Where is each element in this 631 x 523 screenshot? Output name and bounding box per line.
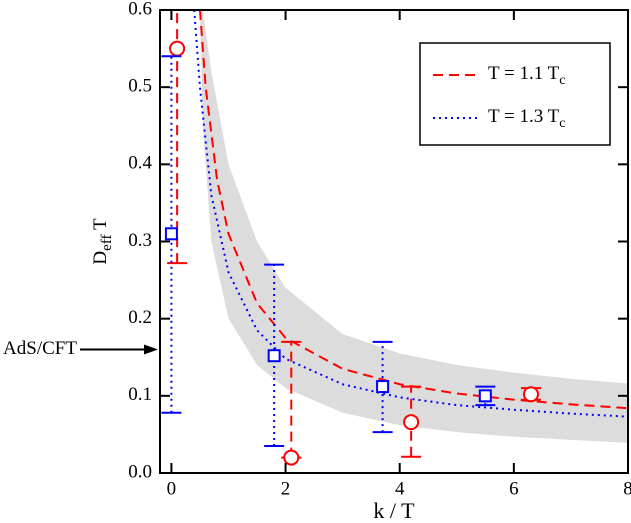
legend-label: T = 1.1 Tc (488, 63, 565, 88)
annotation: AdS/CFT (3, 338, 77, 359)
x-tick-label: 0 (167, 478, 177, 499)
y-axis-label: Deff T (90, 218, 115, 265)
x-axis-label: k / T (373, 498, 415, 523)
x-tick-label: 6 (509, 478, 519, 499)
marker (403, 414, 420, 431)
marker (267, 349, 281, 363)
band (199, 10, 628, 443)
y-tick-label: 0.3 (128, 230, 152, 251)
marker (283, 449, 300, 466)
marker (522, 386, 539, 403)
legend-name: T = 1.1 T (488, 63, 560, 84)
legend-box (419, 42, 611, 146)
y-tick-label: 0.1 (128, 384, 152, 405)
y-tick-label: 0.4 (128, 153, 152, 174)
y-tick-label: 0.0 (128, 461, 152, 482)
marker (478, 389, 492, 403)
error-bar (475, 385, 496, 407)
y-label-sub: eff (99, 234, 115, 250)
y-tick-label: 0.5 (128, 76, 152, 97)
legend-name-sub: c (559, 73, 565, 88)
legend-name-sub: c (559, 116, 565, 131)
error-bar (167, 10, 188, 265)
marker (376, 380, 390, 394)
annotation-arrowhead (144, 344, 158, 355)
error-bar (372, 340, 393, 434)
x-tick-label: 8 (623, 478, 631, 499)
marker (164, 227, 178, 241)
legend-name: T = 1.3 T (488, 106, 560, 127)
plot-area (161, 10, 628, 466)
axes: 0 2 4 6 8 0.0 0.1 0.2 0.3 0.4 0.5 0.6 k / T Deff T AdS… (3, 0, 631, 523)
marker (169, 40, 186, 57)
y-tick-label: 0.2 (128, 307, 152, 328)
x-tick-label: 4 (395, 478, 405, 499)
error-bar (161, 55, 182, 414)
y-label-main: D (90, 251, 111, 265)
x-tick-label: 2 (281, 478, 291, 499)
legend-label: T = 1.3 Tc (488, 106, 565, 131)
y-tick-label: 0.6 (128, 0, 152, 19)
y-label-rest: T (90, 218, 111, 234)
